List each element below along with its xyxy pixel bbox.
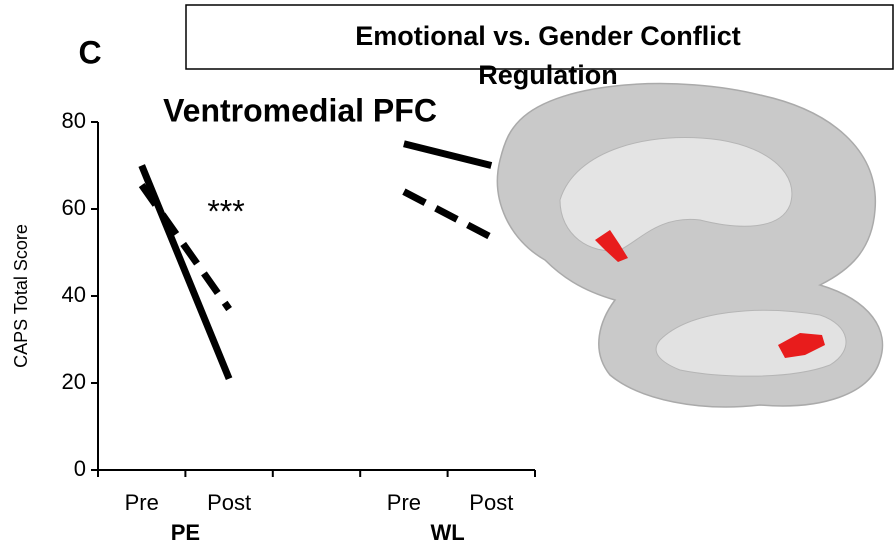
- title-line: Emotional vs. Gender Conflict: [355, 21, 741, 51]
- series-line: [403, 140, 493, 169]
- x-tick-label: Pre: [125, 490, 159, 515]
- chart-title: Emotional vs. Gender Conflict Regulation: [355, 21, 741, 90]
- y-tick-label: 60: [62, 195, 86, 220]
- series-line: [402, 188, 493, 241]
- y-tick-label: 80: [62, 108, 86, 133]
- title-line: Regulation: [478, 60, 618, 90]
- x-tick-label: Pre: [387, 490, 421, 515]
- title-box: [185, 4, 894, 70]
- y-axis-label: CAPS Total Score: [11, 224, 31, 368]
- y-tick-label: 20: [62, 369, 86, 394]
- annotation: ***: [207, 193, 244, 229]
- panel-label: C: [78, 34, 101, 70]
- group-label: WL: [430, 520, 464, 545]
- y-tick-label: 0: [74, 456, 86, 481]
- plot: 0 20 40 60 80 Pre Post Pre Post PE WL: [62, 108, 536, 545]
- series-line: [138, 183, 232, 312]
- group-label: PE: [171, 520, 200, 545]
- x-tick-label: Post: [207, 490, 251, 515]
- subtitle: Ventromedial PFC: [163, 92, 437, 128]
- y-tick-label: 40: [62, 282, 86, 307]
- brain-illustration: [496, 82, 884, 408]
- x-tick-label: Post: [469, 490, 513, 515]
